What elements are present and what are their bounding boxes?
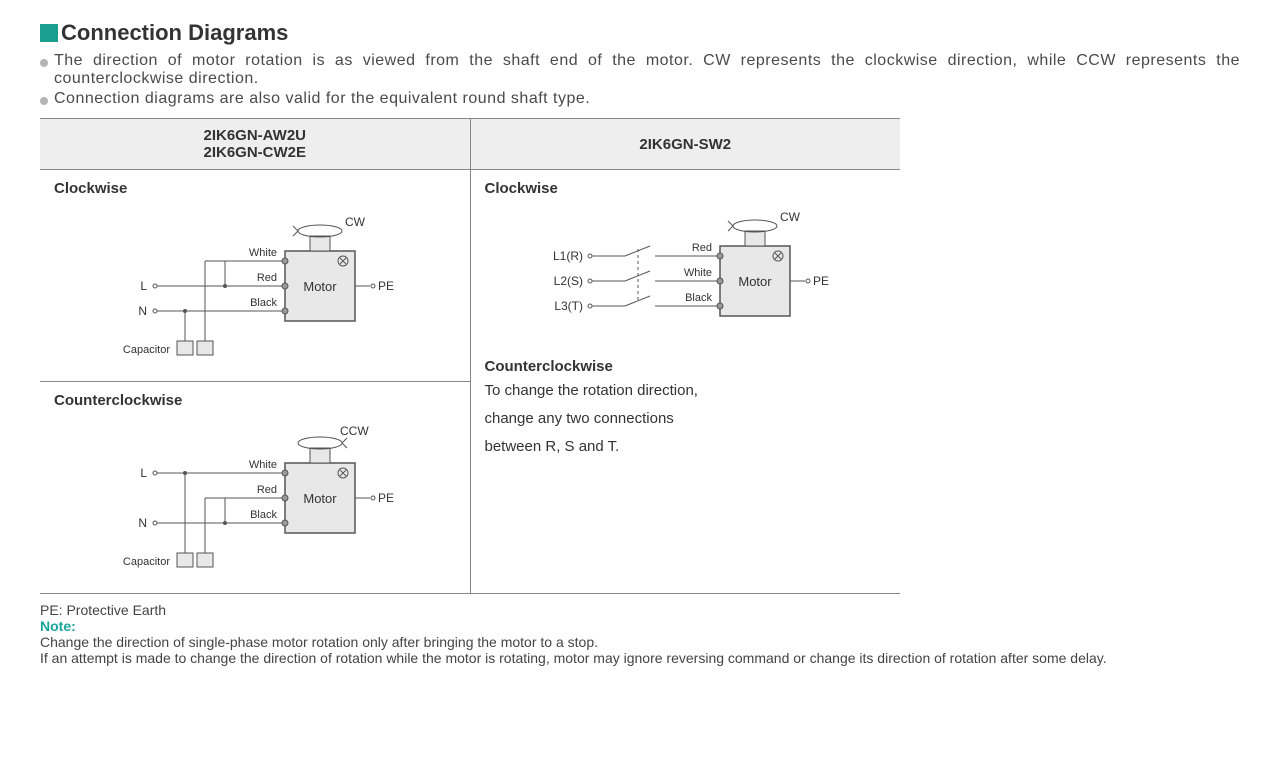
bullet-2-text: Connection diagrams are also valid for t…	[54, 90, 590, 108]
cell-cw-single: Clockwise Motor CW	[40, 170, 470, 382]
page-title-row: Connection Diagrams	[40, 20, 1240, 46]
svg-text:L: L	[140, 466, 147, 480]
bullet-dot-icon	[40, 97, 48, 105]
svg-text:L3(T): L3(T)	[555, 299, 584, 313]
svg-text:Red: Red	[257, 272, 277, 284]
svg-text:L: L	[140, 279, 147, 293]
header-right: 2IK6GN-SW2	[470, 119, 900, 170]
ccw-heading: Counterclockwise	[54, 392, 456, 409]
cell-ccw-single: Counterclockwise Motor CCW PE	[40, 382, 470, 594]
page-title: Connection Diagrams	[61, 20, 288, 46]
header-left-line2: 2IK6GN-CW2E	[50, 144, 460, 161]
pe-note: PE: Protective Earth	[40, 602, 1240, 618]
svg-text:White: White	[249, 459, 277, 471]
svg-text:Motor: Motor	[303, 491, 337, 506]
bullet-1-text: The direction of motor rotation is as vi…	[54, 52, 1240, 88]
note-line-2: If an attempt is made to change the dire…	[40, 650, 1240, 666]
svg-text:PE: PE	[378, 279, 394, 293]
svg-text:PE: PE	[813, 274, 829, 288]
svg-text:White: White	[684, 267, 712, 279]
footer-notes: PE: Protective Earth Note: Change the di…	[40, 602, 1240, 666]
svg-text:N: N	[138, 304, 147, 318]
svg-text:CW: CW	[345, 215, 366, 229]
note-line-1: Change the direction of single-phase mot…	[40, 634, 1240, 650]
svg-text:N: N	[138, 516, 147, 530]
svg-text:Red: Red	[257, 484, 277, 496]
svg-text:CW: CW	[780, 210, 801, 224]
svg-text:L2(S): L2(S)	[554, 274, 583, 288]
note-label: Note:	[40, 618, 76, 634]
motor-label: Motor	[303, 279, 337, 294]
cw-heading: Clockwise	[54, 180, 456, 197]
ccw-heading-3p: Counterclockwise	[485, 358, 887, 375]
header-left-line1: 2IK6GN-AW2U	[50, 127, 460, 144]
diagram-ccw-single: Motor CCW PE White Red Black	[54, 413, 456, 583]
cw-heading-3p: Clockwise	[485, 180, 887, 197]
bullet-2: Connection diagrams are also valid for t…	[40, 90, 1240, 108]
ccw-text-2: change any two connections	[485, 407, 887, 431]
ccw-text-3: between R, S and T.	[485, 435, 887, 459]
bullet-1: The direction of motor rotation is as vi…	[40, 52, 1240, 88]
cell-three-phase: Clockwise Motor CW PE	[470, 170, 900, 594]
svg-text:PE: PE	[378, 491, 394, 505]
title-square-icon	[40, 24, 58, 42]
svg-text:Black: Black	[250, 509, 277, 521]
svg-text:Capacitor: Capacitor	[123, 344, 170, 356]
svg-text:Red: Red	[692, 242, 712, 254]
svg-text:Black: Black	[250, 297, 277, 309]
svg-text:White: White	[249, 247, 277, 259]
diagram-table: 2IK6GN-AW2U 2IK6GN-CW2E 2IK6GN-SW2 Clock…	[40, 118, 900, 594]
bullet-dot-icon	[40, 59, 48, 67]
svg-text:CCW: CCW	[340, 424, 369, 438]
header-left: 2IK6GN-AW2U 2IK6GN-CW2E	[40, 119, 470, 170]
svg-text:Black: Black	[685, 292, 712, 304]
diagram-cw-three-phase: Motor CW PE Red White Black	[485, 201, 887, 346]
ccw-text-1: To change the rotation direction,	[485, 379, 887, 403]
svg-text:Capacitor: Capacitor	[123, 556, 170, 568]
diagram-cw-single: Motor CW PE	[54, 201, 456, 371]
svg-text:Motor: Motor	[739, 274, 773, 289]
svg-text:L1(R): L1(R)	[553, 249, 583, 263]
